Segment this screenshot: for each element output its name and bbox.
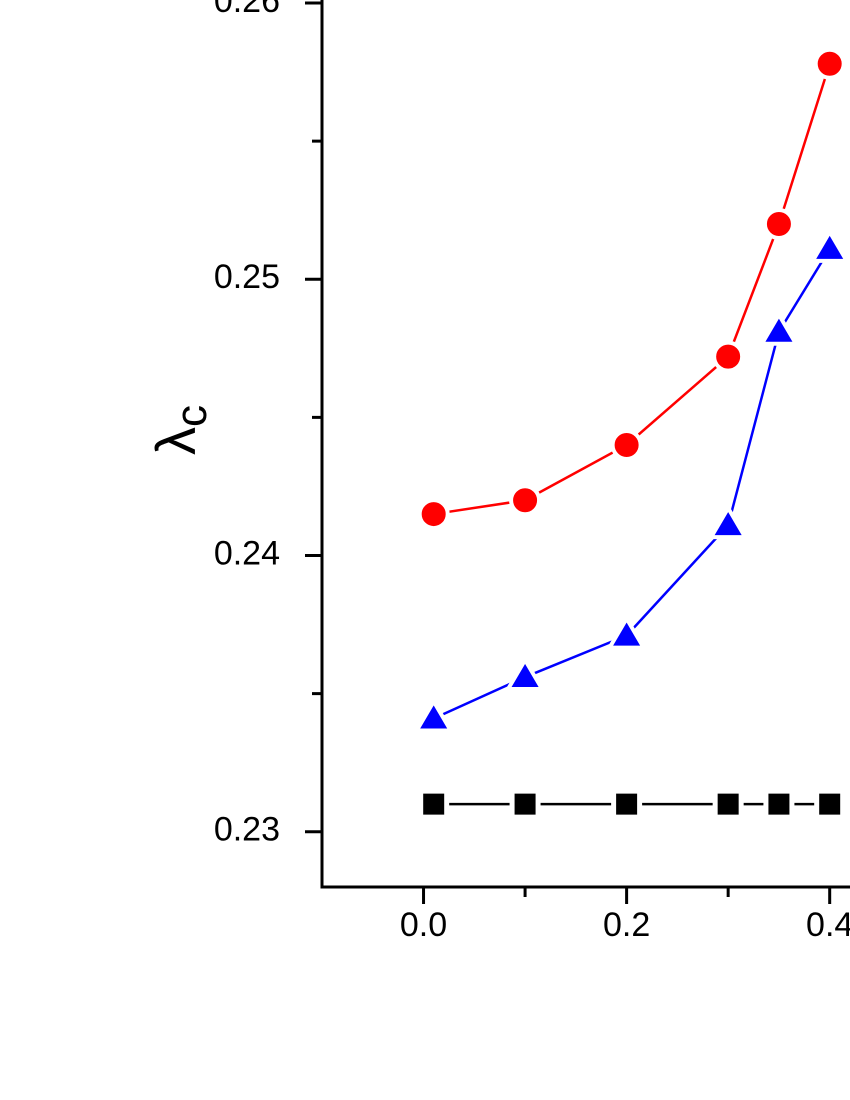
marker [509, 484, 542, 517]
marker [712, 788, 744, 820]
marker [763, 788, 795, 820]
y-axis-label: λc [144, 405, 216, 455]
y-label-subscript: c [167, 405, 216, 427]
y-label-symbol: λ [144, 427, 207, 455]
x-tick-label: 0.4 [806, 906, 850, 944]
marker [758, 310, 800, 346]
y-tick-label: 0.26 [214, 0, 280, 20]
y-tick-label: 0.24 [214, 534, 280, 572]
marker [712, 340, 745, 373]
marker [509, 788, 541, 820]
marker [814, 788, 846, 820]
marker [813, 47, 846, 80]
y-tick-label: 0.23 [214, 811, 280, 849]
marker [606, 614, 648, 650]
marker [707, 504, 749, 540]
x-tick-label: 0.2 [603, 906, 650, 944]
marker [762, 208, 795, 240]
marker [418, 788, 450, 820]
marker [413, 697, 455, 733]
marker [504, 656, 546, 692]
x-tick-label: 0.0 [400, 906, 447, 944]
marker [417, 498, 450, 531]
marker [610, 429, 643, 461]
marker [611, 788, 643, 820]
y-tick-label: 0.25 [214, 258, 280, 296]
marker [809, 227, 850, 263]
